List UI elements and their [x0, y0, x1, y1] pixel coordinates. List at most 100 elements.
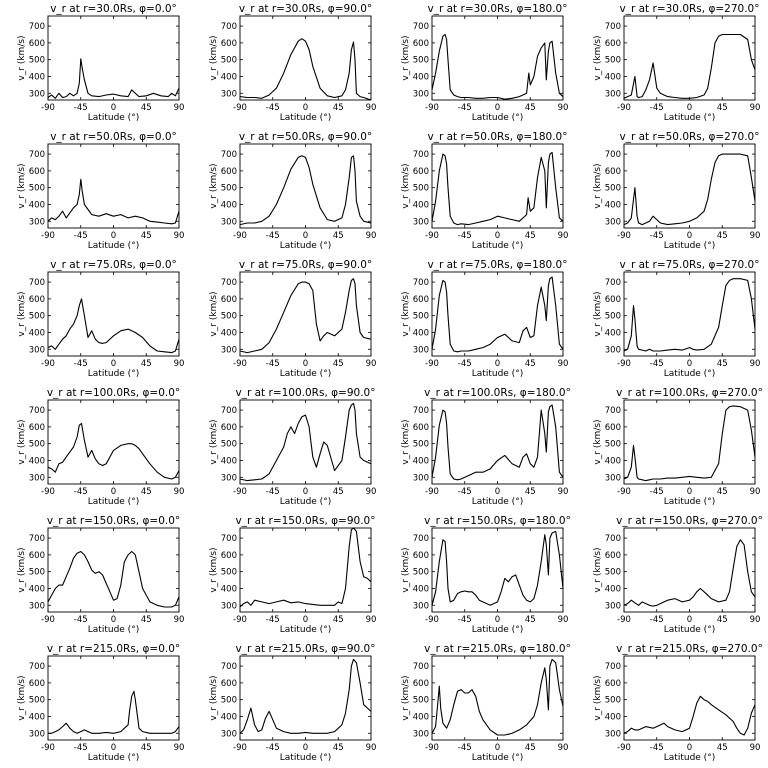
plot-frame — [239, 271, 372, 357]
y-tick-label: 500 — [413, 312, 429, 322]
y-tick-label: 500 — [605, 440, 621, 450]
y-tick-label: 300 — [413, 729, 429, 739]
x-tick-label: 0 — [303, 103, 308, 113]
y-tick-label: 700 — [29, 150, 45, 160]
y-tick-label: 600 — [221, 423, 237, 433]
x-tick-label: -45 — [458, 359, 472, 369]
y-tick-label: 500 — [413, 568, 429, 578]
subplot: v_r at r=215.0Rs, φ=0.0° -90 -45 0 45 90 300 40… — [17, 643, 184, 763]
y-tick-label: 300 — [605, 89, 621, 99]
y-tick-label: 700 — [413, 406, 429, 416]
plot-frame — [47, 399, 180, 485]
x-tick-label: 45 — [333, 359, 344, 369]
x-tick-label: 0 — [687, 231, 692, 241]
y-tick-label: 500 — [605, 312, 621, 322]
subplot: v_r at r=75.0Rs, φ=0.0° -90 -45 0 45 90 300 400… — [17, 259, 184, 379]
x-tick-label: -45 — [650, 359, 664, 369]
y-tick-label: 700 — [29, 662, 45, 672]
x-tick-label: -45 — [266, 103, 280, 113]
y-tick-label: 400 — [413, 72, 429, 82]
x-axis-label: Latitude (°) — [472, 369, 523, 379]
x-tick-label: -90 — [425, 231, 439, 241]
x-axis-label: Latitude (°) — [664, 497, 715, 507]
y-tick-label: 500 — [29, 184, 45, 194]
y-tick-label: 400 — [605, 72, 621, 82]
series-line — [47, 58, 180, 99]
plot-title: v_r at r=75.0Rs, φ=0.0° — [50, 259, 177, 271]
x-tick-label: 0 — [303, 359, 308, 369]
subplot: v_r at r=150.0Rs, φ=90.0° -90 -45 0 45 90 300 4… — [209, 515, 376, 635]
y-tick-label: 700 — [29, 22, 45, 32]
x-tick-label: 0 — [111, 743, 116, 753]
x-tick-label: 90 — [750, 359, 761, 369]
y-axis-label: v_r (km/s) — [17, 419, 27, 464]
x-tick-label: -45 — [74, 487, 88, 497]
y-axis-label: v_r (km/s) — [209, 419, 219, 464]
x-tick-label: -90 — [617, 103, 631, 113]
y-tick-label: 600 — [413, 295, 429, 305]
x-tick-label: 0 — [303, 487, 308, 497]
x-tick-label: 90 — [750, 231, 761, 241]
y-tick-label: 700 — [605, 406, 621, 416]
y-axis-label: v_r (km/s) — [17, 547, 27, 592]
x-tick-label: -90 — [425, 359, 439, 369]
y-tick-label: 400 — [29, 200, 45, 210]
y-tick-label: 600 — [413, 551, 429, 561]
plot-title: v_r at r=75.0Rs, φ=270.0° — [620, 259, 760, 271]
x-tick-label: -90 — [233, 103, 247, 113]
plot-title: v_r at r=50.0Rs, φ=0.0° — [50, 131, 177, 143]
subplot: v_r at r=150.0Rs, φ=180.0° -90 -45 0 45 90 300… — [401, 515, 571, 635]
plot-frame — [431, 15, 564, 101]
x-tick-label: 45 — [141, 359, 152, 369]
x-tick-label: 90 — [366, 615, 377, 625]
y-axis-label: v_r (km/s) — [401, 675, 411, 720]
y-axis-label: v_r (km/s) — [209, 291, 219, 336]
x-tick-label: -90 — [41, 359, 55, 369]
x-axis-label: Latitude (°) — [472, 753, 523, 763]
x-tick-label: 0 — [303, 615, 308, 625]
x-tick-label: 45 — [141, 743, 152, 753]
x-tick-label: 90 — [750, 487, 761, 497]
series-line — [431, 658, 564, 736]
x-tick-label: 90 — [558, 487, 569, 497]
y-tick-label: 600 — [29, 551, 45, 561]
plot-frame — [623, 271, 756, 357]
plot-title: v_r at r=50.0Rs, φ=90.0° — [239, 131, 372, 143]
x-axis-label: Latitude (°) — [88, 113, 139, 123]
y-tick-label: 400 — [221, 200, 237, 210]
y-tick-label: 500 — [605, 568, 621, 578]
x-axis-label: Latitude (°) — [88, 369, 139, 379]
y-tick-label: 700 — [221, 22, 237, 32]
x-tick-label: 0 — [303, 743, 308, 753]
x-tick-label: -45 — [458, 743, 472, 753]
plot-title: v_r at r=30.0Rs, φ=90.0° — [239, 3, 372, 15]
plot-frame — [431, 655, 564, 741]
x-axis-label: Latitude (°) — [280, 625, 331, 635]
series-line — [239, 155, 372, 226]
y-axis-label: v_r (km/s) — [593, 163, 603, 208]
x-tick-label: 45 — [141, 487, 152, 497]
plot-title: v_r at r=215.0Rs, φ=180.0° — [424, 643, 571, 655]
y-axis-label: v_r (km/s) — [593, 675, 603, 720]
x-tick-label: 90 — [174, 103, 185, 113]
y-tick-label: 500 — [413, 184, 429, 194]
y-tick-label: 500 — [29, 56, 45, 66]
subplot: v_r at r=100.0Rs, φ=270.0° -90 -45 0 45 90 300… — [593, 387, 763, 507]
y-tick-label: 300 — [413, 473, 429, 483]
y-tick-label: 600 — [413, 167, 429, 177]
y-tick-label: 300 — [29, 217, 45, 227]
subplot: v_r at r=75.0Rs, φ=270.0° -90 -45 0 45 90 300 4… — [593, 259, 760, 379]
y-tick-label: 700 — [605, 150, 621, 160]
x-axis-label: Latitude (°) — [664, 625, 715, 635]
y-tick-label: 400 — [29, 456, 45, 466]
x-tick-label: -90 — [233, 231, 247, 241]
x-axis-label: Latitude (°) — [280, 113, 331, 123]
x-tick-label: 45 — [525, 231, 536, 241]
y-tick-label: 700 — [221, 150, 237, 160]
series-line — [623, 695, 756, 736]
x-axis-label: Latitude (°) — [472, 497, 523, 507]
x-tick-label: 45 — [717, 103, 728, 113]
plot-title: v_r at r=100.0Rs, φ=270.0° — [616, 387, 763, 399]
series-line — [431, 33, 564, 100]
